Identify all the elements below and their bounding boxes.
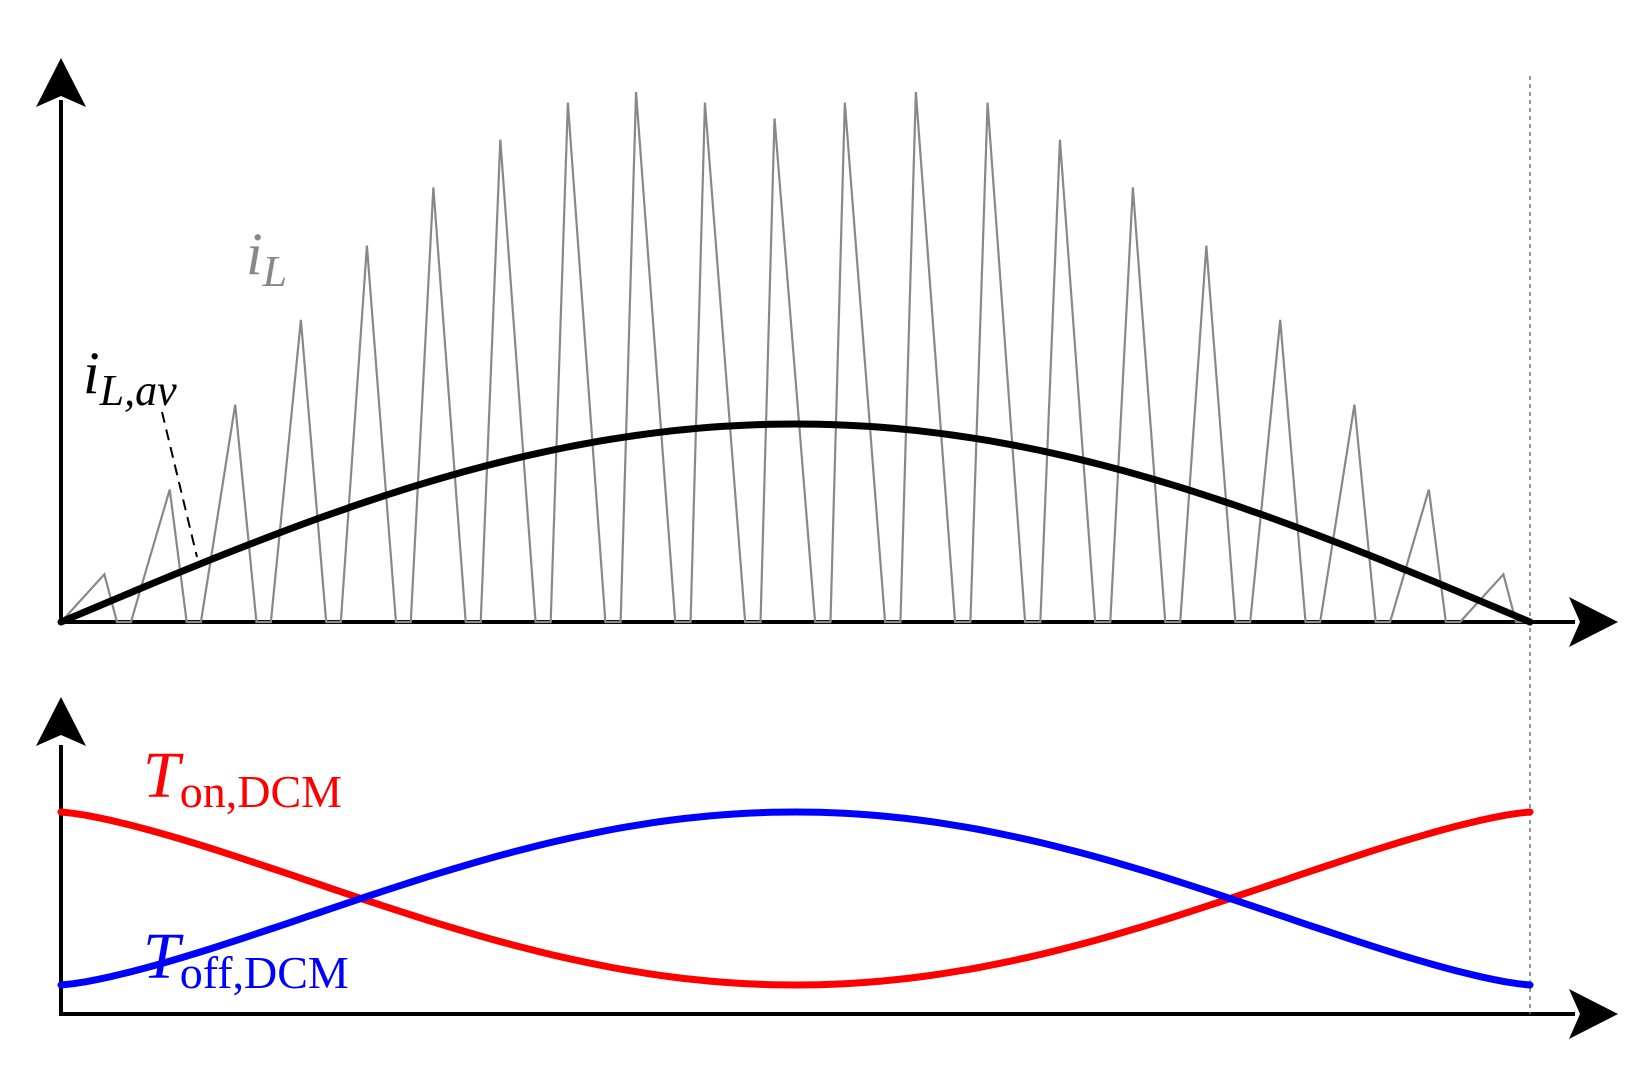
toff-dcm-series bbox=[57, 808, 1534, 989]
ton-label: Ton,DCM bbox=[143, 739, 342, 817]
ton-label-sub: on,DCM bbox=[180, 766, 342, 817]
il-label-var: i bbox=[246, 221, 263, 287]
ton-dcm-series bbox=[57, 808, 1534, 989]
ilav-label-sub: L,av bbox=[99, 366, 177, 415]
top-x-axis-arrow-icon bbox=[1569, 597, 1618, 647]
bottom-axes bbox=[36, 697, 1618, 1039]
top-y-axis-arrow-icon bbox=[36, 58, 86, 107]
ilav-label-var: i bbox=[83, 340, 100, 406]
toff-label: Toff,DCM bbox=[143, 920, 349, 998]
bottom-y-axis-arrow-icon bbox=[36, 697, 86, 746]
il-label-sub: L bbox=[262, 247, 287, 296]
toff-label-var: T bbox=[143, 920, 184, 993]
bottom-x-axis-arrow-icon bbox=[1569, 989, 1618, 1039]
il-label: iL bbox=[246, 221, 287, 296]
ilav-label-sub-text: L,av bbox=[99, 366, 177, 415]
toff-label-sub: off,DCM bbox=[180, 947, 349, 998]
ilav-leader-line bbox=[161, 411, 198, 558]
il-ripple-series bbox=[60, 91, 1530, 624]
ilav-label: iL,av bbox=[83, 340, 177, 415]
il-average-series bbox=[57, 420, 1534, 626]
ton-label-var: T bbox=[143, 739, 184, 812]
